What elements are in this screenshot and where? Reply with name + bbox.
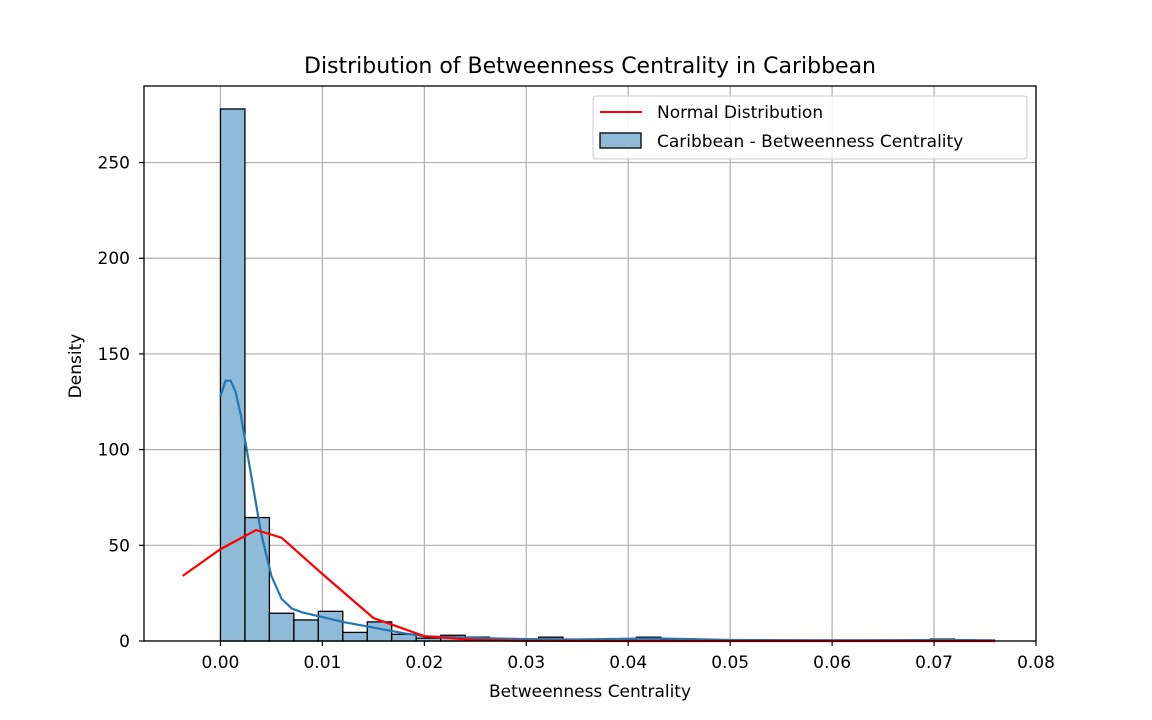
histogram-bar <box>293 619 319 642</box>
x-tick-label: 0.02 <box>405 653 443 673</box>
x-tick-label: 0.07 <box>915 653 953 673</box>
chart-title: Distribution of Betweenness Centrality i… <box>304 54 876 79</box>
y-tick-label: 100 <box>98 441 130 461</box>
histogram-bar <box>219 108 246 642</box>
y-tick-label: 50 <box>108 536 130 556</box>
x-tick-label: 0.06 <box>813 653 851 673</box>
plot-frame <box>143 85 1037 642</box>
legend-bar-label: Caribbean - Betweenness Centrality <box>657 132 963 152</box>
y-axis-ticks: 0 50 100 150 200 250 <box>98 154 144 652</box>
histogram-bars <box>219 108 956 642</box>
x-tick-label: 0.01 <box>303 653 341 673</box>
legend-normal-label: Normal Distribution <box>657 103 823 123</box>
y-tick-label: 0 <box>119 632 130 652</box>
y-tick-label: 200 <box>98 249 130 269</box>
y-axis-title: Density <box>66 334 86 399</box>
y-tick-label: 250 <box>98 154 130 174</box>
kde-curve <box>219 379 996 642</box>
legend-box <box>592 95 1028 160</box>
histogram-bar <box>244 516 271 642</box>
x-tick-label: 0.00 <box>202 653 240 673</box>
x-tick-label: 0.08 <box>1017 653 1055 673</box>
histogram-bar <box>342 631 368 642</box>
histogram-bar <box>268 612 295 642</box>
x-tick-label: 0.03 <box>507 653 545 673</box>
legend: Normal Distribution Caribbean - Betweenn… <box>592 95 1028 160</box>
y-tick-label: 150 <box>98 345 130 365</box>
x-axis-title: Betweenness Centrality <box>489 682 691 702</box>
x-tick-label: 0.04 <box>609 653 647 673</box>
x-axis-ticks: 0.00 0.01 0.02 0.03 0.04 0.05 0.06 0.07 0.08 <box>202 641 1055 673</box>
histogram-bar <box>317 610 344 642</box>
legend-bar-swatch <box>599 132 642 149</box>
x-tick-label: 0.05 <box>711 653 749 673</box>
